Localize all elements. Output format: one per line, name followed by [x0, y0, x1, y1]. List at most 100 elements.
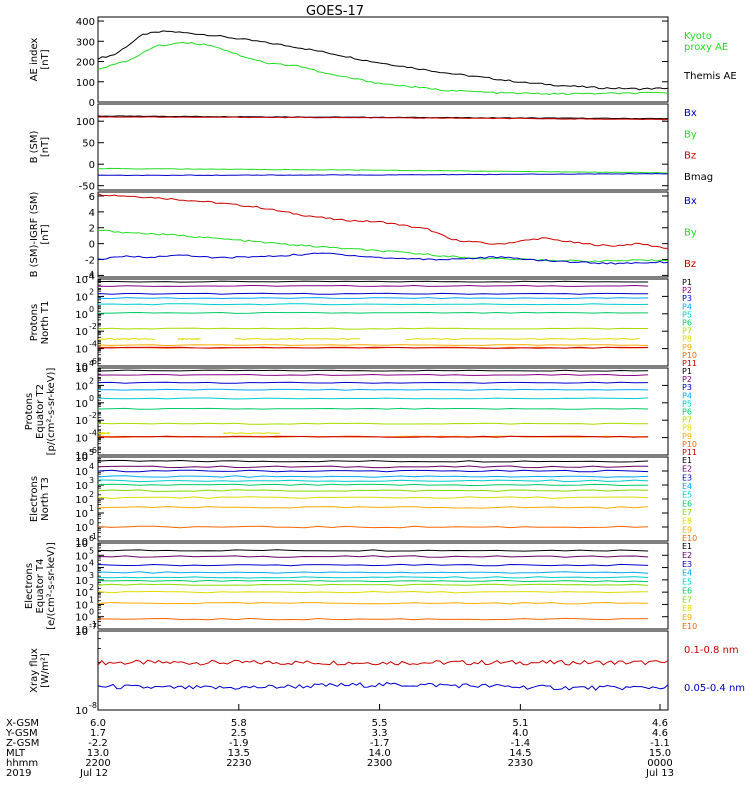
- y-tick-label: 10: [75, 495, 88, 506]
- x-row-label: MLT: [6, 748, 26, 759]
- legend-entry: 0.1-0.8 nm: [684, 645, 739, 656]
- y-tick-exponent: 5: [89, 448, 94, 457]
- y-tick-label: 10: [75, 509, 88, 520]
- y-tick-exponent: -6: [89, 446, 97, 455]
- series-line: [97, 583, 649, 587]
- series-line: [97, 590, 649, 594]
- series-line: [97, 659, 669, 666]
- y-tick-label: 10: [75, 523, 88, 534]
- legend-entry: E9: [682, 613, 692, 622]
- series-line: [97, 563, 649, 567]
- legend-entry: P1: [682, 367, 692, 376]
- y-tick-label: 2: [89, 224, 95, 235]
- y-tick-label: 10: [75, 627, 88, 638]
- x-axis-value: 1.7: [90, 728, 106, 739]
- x-axis-value: 2.5: [231, 728, 247, 739]
- legend-entry: E9: [682, 525, 692, 534]
- legend-entry: E7: [682, 595, 692, 604]
- series-line: [97, 576, 649, 579]
- y-tick-label: 100: [76, 117, 95, 128]
- y-axis-label: Electrons: [29, 476, 40, 522]
- x-axis-value: 2300: [367, 758, 392, 769]
- y-axis-label: North T3: [40, 477, 51, 521]
- y-tick-exponent: 4: [89, 559, 94, 568]
- series-line: [97, 193, 669, 249]
- x-axis-value: 14.0: [368, 748, 390, 759]
- legend-entry: E10: [682, 622, 697, 631]
- y-tick-exponent: 0: [89, 305, 94, 314]
- series-line: [97, 681, 669, 691]
- series-line: [97, 525, 649, 529]
- legend-entry: E3: [682, 473, 692, 482]
- series-line: [97, 579, 649, 583]
- series-line: [97, 431, 110, 436]
- y-tick-label: 10: [75, 539, 88, 550]
- legend-entry: P2: [682, 375, 692, 384]
- legend-entry: E6: [682, 586, 692, 595]
- legend-entry: P10: [682, 351, 697, 360]
- y-tick-exponent: 1: [89, 595, 94, 604]
- panel-frame: [97, 542, 669, 630]
- y-tick-exponent: -4: [89, 340, 97, 349]
- series-line: [97, 297, 649, 300]
- legend-entry: P1: [682, 278, 692, 287]
- legend-entry: P3: [682, 294, 692, 303]
- y-axis-label: [p/(cm²-s-sr-keV)]: [46, 368, 57, 456]
- series-line: [97, 496, 649, 499]
- x-axis-value: -1.4: [511, 738, 531, 749]
- y-axis-label: Equator T4: [35, 559, 46, 614]
- series-line: [405, 337, 640, 341]
- legend-entry: E4: [682, 482, 692, 491]
- legend-entry: P8: [682, 335, 692, 344]
- x-axis-value: 4.6: [652, 718, 668, 729]
- y-tick-label: 300: [76, 37, 95, 48]
- series-line: [97, 229, 669, 263]
- series-line: [97, 422, 649, 425]
- series-line: [97, 327, 649, 330]
- legend-entry: P5: [682, 310, 692, 319]
- y-tick-label: 10: [75, 564, 88, 575]
- y-axis-label: Xray flux: [29, 648, 40, 693]
- y-tick-exponent: 0: [89, 608, 94, 617]
- x-axis-value: 15.0: [649, 748, 671, 759]
- x-axis-value: Jul 12: [79, 768, 108, 779]
- legend-entry: P11: [682, 448, 697, 457]
- series-line: [97, 555, 649, 558]
- y-tick-label: 10: [75, 451, 88, 462]
- y-axis-label: [nT]: [40, 49, 51, 69]
- x-axis-value: 2200: [85, 758, 110, 769]
- series-line: [97, 311, 649, 314]
- x-axis-value: 6.0: [90, 718, 106, 729]
- x-axis-value: 5.8: [231, 718, 247, 729]
- series-line: [223, 432, 281, 435]
- legend-entry: Themis AE: [683, 71, 737, 82]
- series-line: [97, 459, 649, 463]
- x-axis-value: 3.3: [372, 728, 388, 739]
- series-line: [97, 280, 649, 283]
- legend-entry: P7: [682, 416, 692, 425]
- y-tick-exponent: -2: [89, 411, 97, 420]
- legend-entry: P5: [682, 399, 692, 408]
- panel-bdiff: -4 -2 0 2 4 6 B (SM)-IGRF (SM) [nT] Bx By Bz: [29, 191, 697, 282]
- panel-frame: [97, 16, 669, 103]
- legend-entry: P9: [682, 343, 692, 352]
- y-tick-label: 10: [75, 706, 88, 717]
- legend-entry: By: [684, 129, 697, 140]
- y-tick-label: 10: [75, 327, 88, 338]
- legend-entry: Bz: [684, 259, 696, 270]
- series-line: [97, 465, 649, 469]
- x-axis-value: 14.5: [509, 748, 531, 759]
- y-tick-exponent: 4: [89, 270, 94, 279]
- series-line: [97, 346, 649, 349]
- legend-entry: P8: [682, 424, 692, 433]
- y-axis-label: Equator T2: [35, 384, 46, 439]
- y-tick-exponent: -2: [89, 322, 97, 331]
- legend-entry: By: [684, 228, 697, 239]
- legend-entry: E1: [682, 542, 692, 551]
- x-row-label: 2019: [6, 768, 31, 779]
- series-line: [97, 601, 649, 605]
- x-axis-value: -1.7: [370, 738, 390, 749]
